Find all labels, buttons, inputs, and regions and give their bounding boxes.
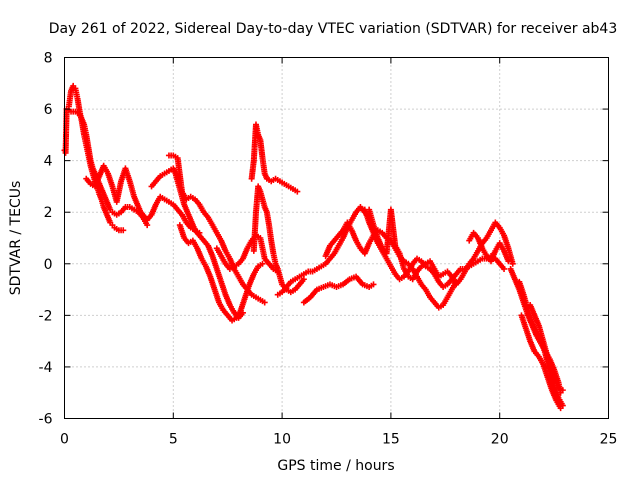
grid — [64, 57, 609, 419]
x-axis-label: GPS time / hours — [277, 458, 394, 474]
data-point — [557, 405, 564, 412]
y-tick-label: 0 — [44, 257, 53, 273]
data-point — [501, 265, 508, 272]
data-point — [505, 258, 512, 265]
x-tick-label: 15 — [382, 432, 400, 448]
data-point — [559, 387, 566, 394]
data-point — [509, 260, 516, 267]
axis-ticks: 0 5 10 15 20 25 -6 -4 -2 0 2 4 6 8 — [39, 51, 618, 448]
y-tick-label: 6 — [44, 102, 53, 118]
y-tick-label: 2 — [44, 205, 53, 221]
y-axis-label: SDTVAR / TECUs — [8, 181, 24, 296]
y-tick-label: -6 — [39, 412, 53, 428]
data-points — [61, 82, 566, 412]
x-tick-label: 5 — [169, 432, 178, 448]
y-tick-label: -2 — [39, 308, 53, 324]
x-tick-label: 20 — [491, 432, 509, 448]
data-point — [144, 222, 151, 229]
x-tick-label: 25 — [600, 432, 618, 448]
y-tick-label: 4 — [44, 154, 53, 170]
x-tick-label: 10 — [273, 432, 291, 448]
data-point — [370, 281, 377, 288]
data-point — [294, 188, 301, 195]
y-tick-label: -4 — [39, 360, 53, 376]
chart-title: Day 261 of 2022, Sidereal Day-to-day VTE… — [49, 21, 618, 37]
data-point — [259, 260, 266, 267]
plot-frame — [64, 57, 609, 419]
data-point — [261, 299, 268, 306]
data-point — [300, 276, 307, 283]
x-tick-label: 0 — [60, 432, 69, 448]
data-point — [120, 227, 127, 234]
y-tick-label: 8 — [44, 51, 53, 67]
